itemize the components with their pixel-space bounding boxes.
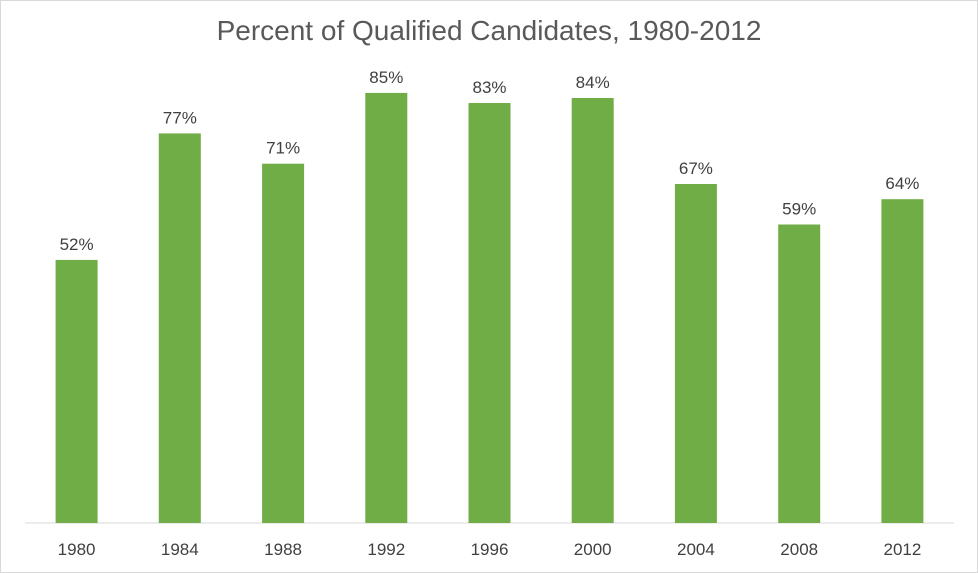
x-tick-label-2004: 2004 (677, 540, 715, 559)
bar-1996 (468, 103, 511, 523)
x-tick-label-1980: 1980 (58, 540, 96, 559)
x-tick-label-1996: 1996 (471, 540, 509, 559)
data-label-1996: 83% (472, 78, 506, 97)
bars-group (55, 92, 924, 524)
bar-2004 (674, 184, 717, 523)
x-tick-label-1992: 1992 (367, 540, 405, 559)
data-label-1984: 77% (163, 108, 197, 127)
x-tick-label-1984: 1984 (161, 540, 199, 559)
bar-1988 (262, 163, 305, 523)
data-label-1992: 85% (369, 68, 403, 87)
data-label-2008: 59% (782, 200, 816, 219)
x-tick-label-2008: 2008 (780, 540, 818, 559)
bar-1992 (365, 92, 408, 524)
data-label-2012: 64% (885, 174, 919, 193)
data-labels-group: 52% 77% 71% 85% 83% 84% 67% 59% 64% (60, 68, 920, 254)
x-tick-label-2012: 2012 (883, 540, 921, 559)
data-label-1988: 71% (266, 139, 300, 158)
data-label-1980: 52% (60, 235, 94, 254)
bar-2012 (881, 199, 924, 523)
data-label-2004: 67% (679, 159, 713, 178)
bar-2008 (778, 224, 821, 523)
bar-2000 (571, 98, 614, 523)
x-tick-label-2000: 2000 (574, 540, 612, 559)
chart-title: Percent of Qualified Candidates, 1980-20… (216, 15, 762, 46)
x-tick-label-1988: 1988 (264, 540, 302, 559)
bar-1984 (158, 133, 201, 523)
bar-1980 (55, 259, 98, 523)
data-label-2000: 84% (576, 73, 610, 92)
x-tick-labels-group: 1980 1984 1988 1992 1996 2000 2004 2008 2012 (58, 540, 922, 559)
